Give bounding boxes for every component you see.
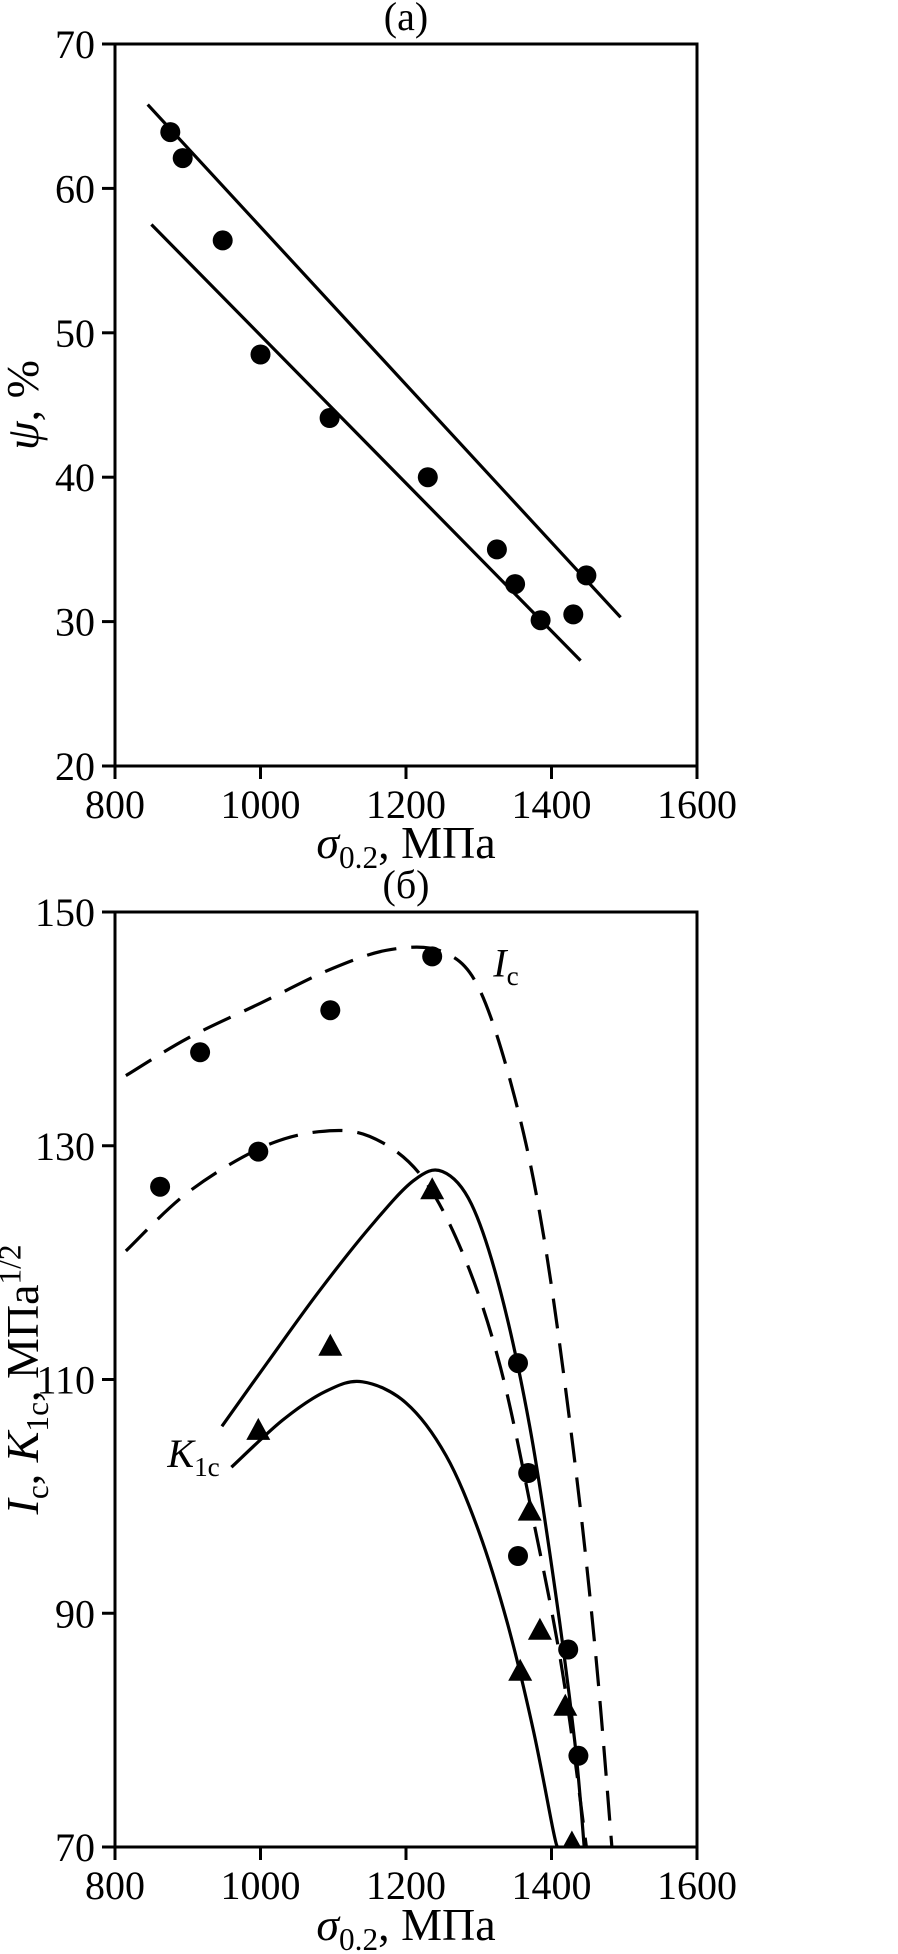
ic-lower-trend — [124, 1128, 588, 1847]
x-tick-label: 800 — [85, 782, 145, 827]
x-tick-label: 1200 — [366, 1863, 446, 1908]
x-axis-label: σ0.2, МПа — [316, 1899, 495, 1954]
x-tick-label: 1000 — [221, 1863, 301, 1908]
triangle-marker — [246, 1417, 271, 1440]
x-tick-label: 1600 — [657, 1863, 737, 1908]
circle-marker — [558, 1639, 579, 1660]
chart-b: (б) 800 1000 1200 1400 1600 70 90 110 130 150 Ic K1c… — [0, 862, 737, 1954]
x-tick-label: 1400 — [512, 1863, 592, 1908]
circle-marker — [172, 148, 193, 169]
circle-marker — [190, 1042, 211, 1063]
y-axis-label: ψ, % — [0, 360, 48, 450]
circle-marker — [576, 565, 597, 586]
psi-data-points — [160, 122, 597, 631]
y-tick-label: 110 — [36, 1358, 95, 1403]
circle-marker — [568, 1745, 589, 1766]
k1c-data-points — [246, 1177, 581, 1847]
circle-marker — [417, 467, 438, 488]
x-tick-label: 1200 — [366, 782, 446, 827]
ic-data-points — [150, 946, 589, 1766]
circle-marker — [212, 230, 233, 251]
chart-a: (а) 800 1000 1200 1400 1600 20 30 40 50 60 70 σ0.2, … — [0, 0, 737, 875]
ic-upper-trend — [125, 945, 614, 1847]
lower-bound-line — [150, 223, 582, 662]
circle-marker — [486, 539, 507, 560]
circle-marker — [319, 408, 340, 428]
ic-label: Ic — [492, 940, 518, 991]
triangle-marker — [562, 1830, 581, 1847]
plot-frame — [113, 910, 699, 1849]
y-tick-label: 150 — [35, 890, 95, 935]
circle-marker — [160, 122, 181, 143]
circle-marker — [530, 610, 551, 631]
y-tick-label: 90 — [55, 1591, 95, 1636]
y-tick-label: 20 — [55, 744, 95, 789]
triangle-marker — [527, 1617, 552, 1640]
x-tick-label: 1000 — [221, 782, 301, 827]
circle-marker — [150, 1176, 171, 1197]
series-layer — [124, 945, 614, 1847]
x-tick-label: 1600 — [657, 782, 737, 827]
y-tick-label: 50 — [55, 311, 95, 356]
circle-marker — [320, 1000, 341, 1021]
circle-marker — [563, 604, 584, 625]
chart-title: (б) — [383, 862, 430, 907]
x-tick-label: 800 — [85, 1863, 145, 1908]
circle-marker — [508, 1353, 528, 1374]
x-axis-label: σ0.2, МПа — [316, 817, 495, 875]
series-layer — [146, 103, 622, 662]
triangle-marker — [553, 1693, 578, 1716]
circle-marker — [518, 1463, 539, 1483]
circle-marker — [250, 344, 271, 365]
triangle-marker — [508, 1658, 533, 1681]
circle-marker — [248, 1141, 269, 1162]
triangle-marker — [517, 1498, 542, 1521]
circle-marker — [508, 1546, 528, 1566]
k1c-lower-trend — [230, 1379, 559, 1847]
y-tick-label: 40 — [55, 455, 95, 500]
y-tick-label: 60 — [55, 166, 95, 211]
plot-frame — [113, 42, 699, 768]
x-tick-label: 1400 — [512, 782, 592, 827]
y-tick-label: 70 — [55, 1825, 95, 1870]
k1c-label: K1c — [166, 1431, 219, 1482]
y-axis-label: Ic, K1c, МПа1/2 — [0, 1244, 55, 1515]
y-tick-label: 70 — [55, 22, 95, 67]
upper-bound-line — [146, 103, 622, 619]
panel-b: (б) 800 1000 1200 1400 1600 70 90 110 130 150 Ic K1c… — [0, 862, 898, 1954]
panel-a: (а) 800 1000 1200 1400 1600 20 30 40 50 60 70 σ0.2, … — [0, 0, 898, 875]
y-tick-label: 30 — [55, 600, 95, 645]
triangle-marker — [318, 1333, 343, 1356]
y-tick-label: 130 — [35, 1124, 95, 1169]
chart-title: (а) — [384, 0, 428, 39]
circle-marker — [422, 946, 443, 967]
circle-marker — [505, 574, 526, 595]
triangle-marker — [420, 1177, 445, 1200]
